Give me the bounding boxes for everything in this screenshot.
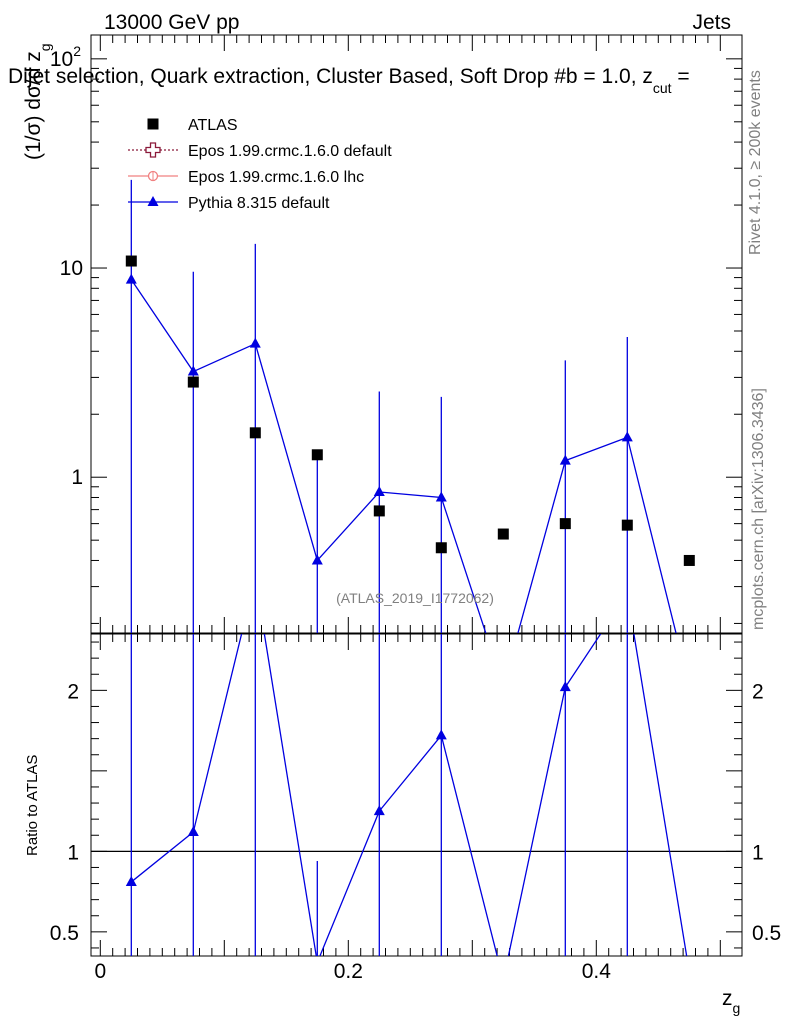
pythia-point [125,273,137,284]
ratio-axis-ticks [91,634,742,956]
ratio-y-axis-label: Ratio to ATLAS [24,755,41,856]
plot-title-main: Dijet selection, Quark extraction, Clust… [8,65,653,88]
atlas-point [187,376,199,388]
x-axis-label: zg [722,987,740,1016]
x-tick-label: 0.2 [334,960,363,983]
pythia-point [373,485,385,496]
energy-label: 13000 GeV pp [104,11,239,34]
pythia-point [559,454,571,465]
atlas-point [683,554,695,566]
analysis-watermark: (ATLAS_2019_I1772062) [336,590,494,606]
legend-marker-triangle [147,196,159,206]
legend-entry: Epos 1.99.crmc.1.6.0 lhc [128,169,364,186]
pythia-point [684,680,695,690]
legend: ATLAS Epos 1.99.crmc.1.6.0 default Epos 1.… [128,117,392,212]
atlas-point [435,542,447,554]
pythia-point [498,680,509,690]
ratio-pythia-point [187,826,199,837]
legend-entry: ATLAS [147,117,238,134]
pythia-point [187,365,199,376]
atlas-point [559,518,571,530]
ratio-y-tick-label-left: 1 [67,841,79,864]
atlas-point [311,449,323,461]
ratio-y-tick-label-right: 2 [752,680,764,703]
ratio-y-tick-label-right: 0.5 [752,922,781,945]
plot-title-sub: cut [653,80,672,96]
atlas-point [621,519,633,531]
main-y-axis-label-sub: g [37,43,53,51]
atlas-point [249,427,261,439]
ratio-data-layer [91,634,742,984]
main-plot-frame [90,34,743,634]
main-y-axis-label: (1/σ) dσ/d zg [22,43,53,160]
ratio-pythia-point [312,956,323,966]
main-data-layer [125,179,695,690]
main-y-tick-label: 1 [71,466,83,489]
ratio-pythia-point [373,805,385,816]
legend-label: Epos 1.99.crmc.1.6.0 default [188,143,392,160]
legend-marker-square [147,118,159,130]
pythia-line [130,279,677,633]
main-y-top-tick-exp: 2 [73,43,81,59]
legend-entry: Pythia 8.315 default [128,195,330,212]
x-axis-label-sub: g [733,1000,741,1016]
main-y-tick-label: 10 [60,257,83,280]
legend-label: Pythia 8.315 default [188,195,330,212]
plot-title-tail: = [672,65,690,88]
ratio-y-tick-label-left: 2 [67,680,79,703]
legend-label: Epos 1.99.crmc.1.6.0 lhc [188,169,364,186]
legend-marker-open-cross [145,142,161,158]
atlas-point [497,528,509,540]
ratio-y-tick-label-right: 1 [752,841,764,864]
x-axis-label-main: z [722,987,733,1010]
pythia-point [621,431,633,442]
x-tick-label: 0.4 [582,960,612,983]
ratio-y-tick-label-left: 0.5 [50,922,79,945]
pythia-point [311,554,323,565]
mcplots-label: mcplots.cern.ch [arXiv:1306.3436] [750,388,767,630]
ratio-plot-frame [90,633,743,957]
main-y-top-tick-base: 10 [50,48,73,71]
main-y-top-tick-label: 102 [50,43,81,71]
pythia-point [249,337,261,348]
legend-entry: Epos 1.99.crmc.1.6.0 default [128,142,392,160]
main-y-axis-label-main: (1/σ) dσ/d z [22,51,45,160]
ratio-pythia-point [435,729,447,740]
ratio-pythia-point [684,966,695,976]
atlas-point [373,505,385,517]
category-label: Jets [692,11,731,34]
atlas-point [125,255,137,267]
legend-label: ATLAS [188,117,238,134]
pythia-point [435,491,447,502]
ratio-pythia-line [130,634,688,956]
plot-title: Dijet selection, Quark extraction, Clust… [8,65,690,96]
ratio-pythia-point [125,875,137,886]
ratio-pythia-point [559,681,571,692]
x-tick-label: 0 [94,960,106,983]
ratio-pythia-point [498,974,509,984]
rivet-version-label: Rivet 4.1.0, ≥ 200k events [747,70,764,255]
